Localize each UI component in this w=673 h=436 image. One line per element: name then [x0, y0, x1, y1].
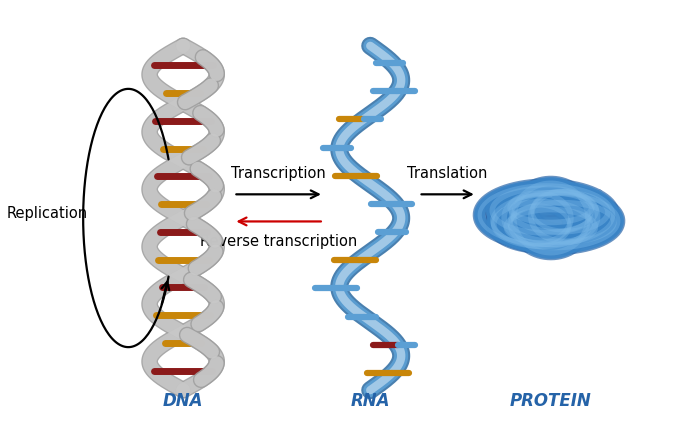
Text: Translation: Translation [407, 166, 488, 181]
Text: Replication: Replication [7, 206, 88, 221]
Text: PROTEIN: PROTEIN [510, 392, 592, 410]
Text: Transcription: Transcription [232, 166, 326, 181]
Text: DNA: DNA [163, 392, 203, 410]
Text: RNA: RNA [351, 392, 390, 410]
Text: Reverse transcription: Reverse transcription [200, 235, 357, 249]
